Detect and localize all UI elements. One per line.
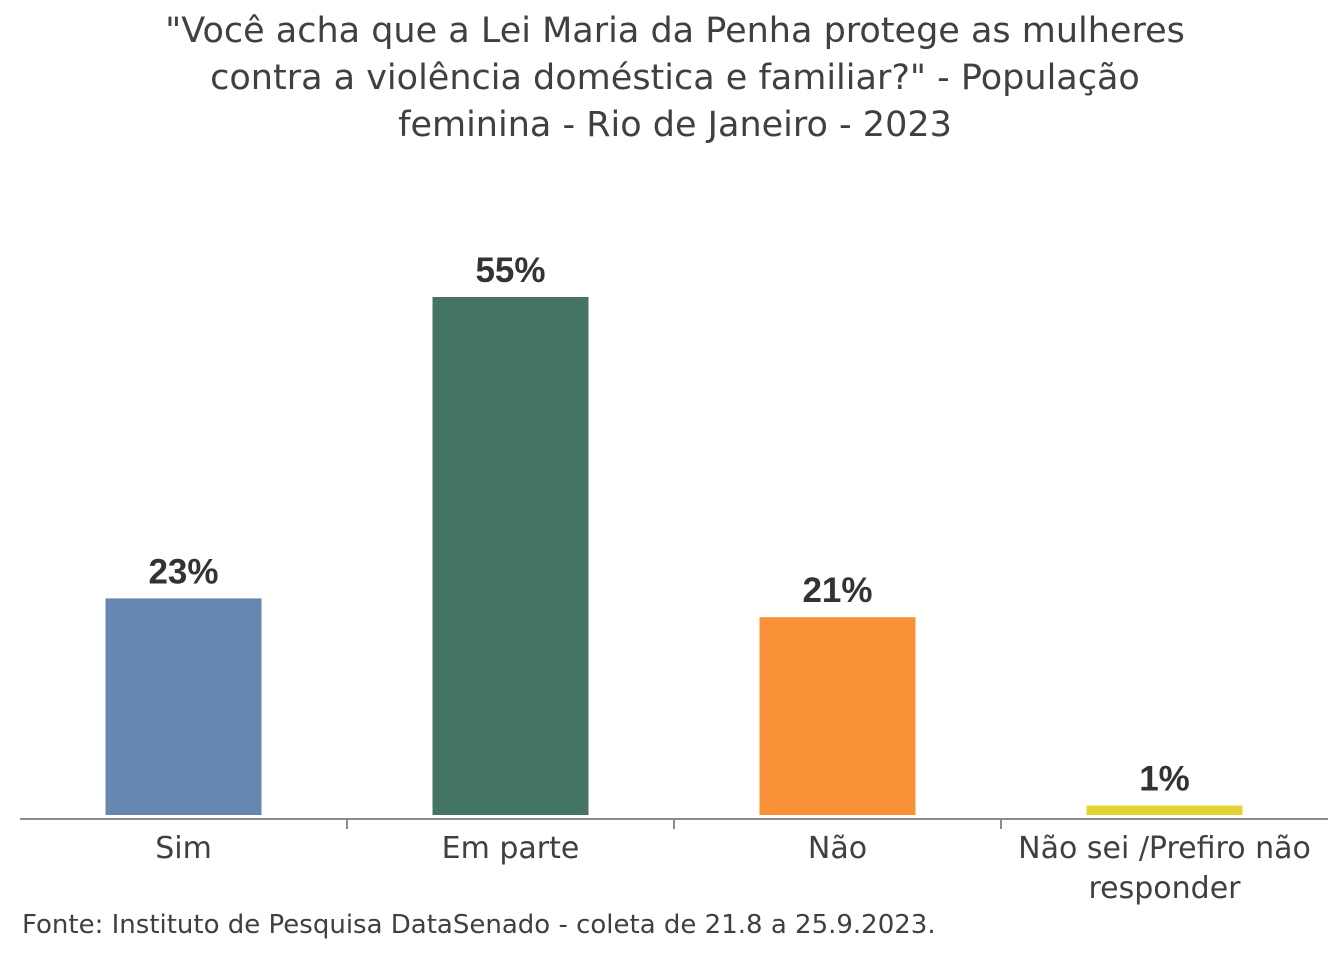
category-label: Não xyxy=(808,831,867,866)
bar xyxy=(106,598,262,815)
data-label: 1% xyxy=(1139,760,1190,799)
category-label: Sim xyxy=(155,831,212,866)
x-axis-ticks xyxy=(347,819,1001,829)
bar xyxy=(433,297,589,815)
category-label: Em parte xyxy=(442,831,580,866)
bar xyxy=(1087,806,1243,815)
bar xyxy=(760,617,916,815)
chart-source-note: Fonte: Instituto de Pesquisa DataSenado … xyxy=(22,910,936,940)
data-label: 55% xyxy=(475,251,545,290)
data-label: 23% xyxy=(148,552,218,591)
category-label: Não sei /Prefiro não responder xyxy=(1018,831,1311,906)
bars-layer xyxy=(106,297,1243,815)
data-label: 21% xyxy=(802,571,872,610)
